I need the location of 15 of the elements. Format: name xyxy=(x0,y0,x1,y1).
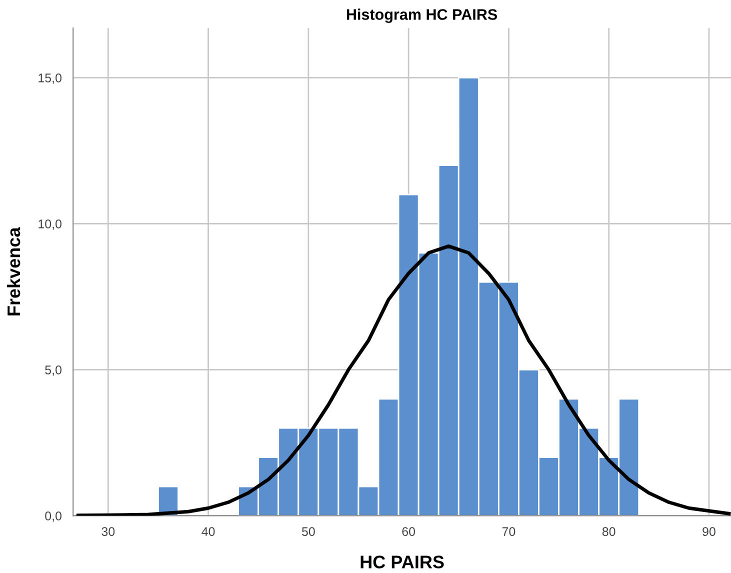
x-tick-label: 70 xyxy=(502,527,516,536)
x-tick-label: 80 xyxy=(602,527,616,536)
chart-title: Histogram HC PAIRS xyxy=(346,8,498,23)
y-tick-label: 5,0 xyxy=(45,366,62,376)
x-axis-title: HC PAIRS xyxy=(360,556,444,568)
x-tick-label: 40 xyxy=(202,527,215,536)
y-axis-title: Frekvenca xyxy=(6,227,20,316)
y-tick-label: 10,0 xyxy=(38,220,62,230)
x-tick-label: 60 xyxy=(402,527,416,536)
x-tick-label: 30 xyxy=(102,527,115,536)
y-tick-label: 0,0 xyxy=(45,512,62,522)
x-tick-label: 90 xyxy=(702,527,716,536)
y-tick-label: 15,0 xyxy=(38,74,62,84)
x-tick-label: 50 xyxy=(302,527,315,536)
line-series xyxy=(76,244,731,516)
